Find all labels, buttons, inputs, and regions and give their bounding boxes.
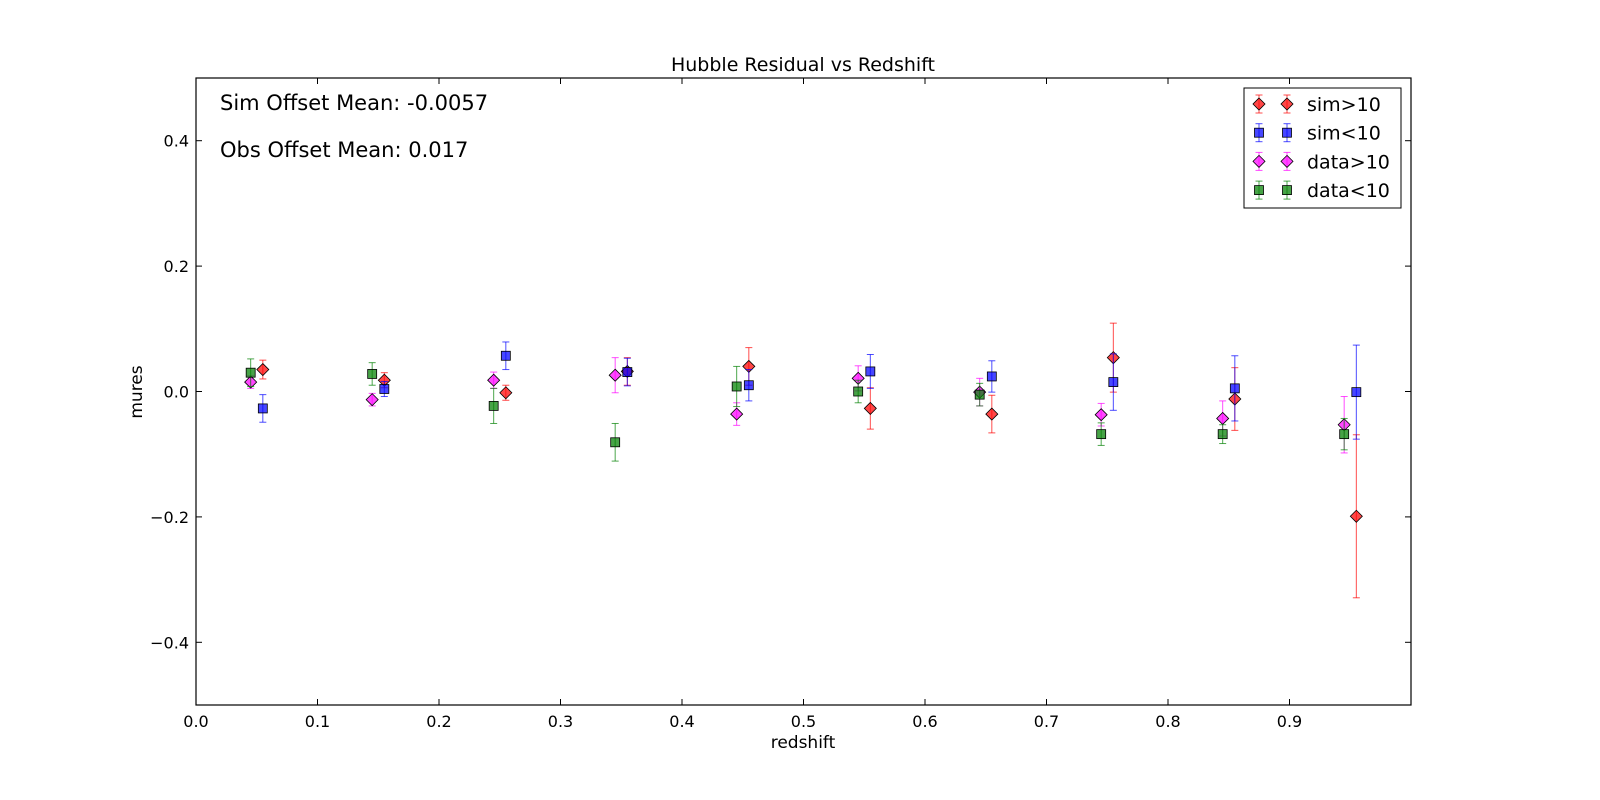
legend-label: data<10: [1307, 180, 1390, 202]
diamond-marker: [487, 373, 501, 387]
legend-item: data<10: [1254, 180, 1390, 202]
square-marker: [853, 386, 864, 397]
y-tick-label: 0.0: [164, 383, 189, 402]
chart-title: Hubble Residual vs Redshift: [671, 54, 935, 76]
legend: sim>10 sim<10 data>10 data<10: [1243, 87, 1402, 209]
x-tick-label: 0.4: [669, 712, 694, 731]
sim-offset-annotation: Sim Offset Mean: -0.0057: [220, 91, 488, 115]
legend-item: sim>10: [1252, 94, 1381, 116]
legend-label: data>10: [1307, 151, 1390, 173]
diamond-marker: [365, 393, 379, 407]
diamond-marker: [1252, 97, 1266, 111]
square-marker: [1229, 383, 1240, 394]
legend-label: sim>10: [1307, 94, 1381, 116]
diamond-marker: [1349, 509, 1363, 523]
diamond-marker: [1094, 408, 1108, 422]
square-marker: [865, 366, 876, 377]
series-sim<10: [257, 341, 1362, 440]
x-tick-label: 0.1: [305, 712, 330, 731]
y-tick-label: −0.4: [150, 633, 189, 652]
y-tick-label: 0.2: [164, 257, 189, 276]
series-data>10: [244, 357, 1351, 454]
legend-label: sim<10: [1307, 123, 1381, 145]
square-marker: [1096, 429, 1107, 440]
diamond-marker: [863, 401, 877, 415]
square-marker: [245, 367, 256, 378]
square-marker: [610, 437, 621, 448]
square-marker: [1108, 377, 1119, 387]
square-marker: [367, 369, 378, 379]
x-tick-label: 0.5: [791, 712, 816, 731]
square-marker: [500, 350, 511, 361]
x-tick-label: 0.6: [912, 712, 937, 731]
square-marker: [1254, 185, 1264, 196]
square-marker: [1254, 127, 1264, 138]
data-series: [244, 322, 1363, 599]
square-marker: [257, 403, 268, 414]
square-marker: [974, 389, 985, 400]
square-marker: [1282, 127, 1292, 138]
axis-ticks: 0.0 0.1 0.2 0.3 0.4 0.5 0.6 0.7 0.8 0.9 −0.4 −0.2 0.…: [150, 78, 1411, 731]
legend-box: [1243, 87, 1402, 209]
obs-offset-annotation: Obs Offset Mean: 0.017: [220, 138, 468, 162]
square-marker: [379, 384, 390, 394]
x-axis-label: redshift: [771, 733, 836, 753]
legend-item: sim<10: [1254, 123, 1381, 145]
legend-item: data>10: [1252, 151, 1390, 173]
square-marker: [1351, 387, 1362, 398]
x-tick-label: 0.0: [183, 712, 208, 731]
y-tick-label: −0.2: [150, 508, 189, 527]
diamond-marker: [985, 407, 999, 421]
diamond-marker: [1216, 411, 1230, 426]
x-tick-label: 0.7: [1034, 712, 1059, 731]
square-marker: [731, 381, 742, 392]
diamond-marker: [256, 362, 270, 377]
square-marker: [1339, 429, 1350, 440]
square-marker: [1217, 429, 1228, 440]
square-marker: [986, 371, 997, 382]
square-marker: [743, 380, 754, 391]
square-marker: [1282, 185, 1292, 196]
diamond-marker: [499, 386, 513, 400]
square-marker: [488, 401, 499, 411]
diamond-marker: [1280, 154, 1294, 168]
x-tick-label: 0.8: [1155, 712, 1180, 731]
diamond-marker: [730, 407, 744, 421]
diamond-marker: [1280, 97, 1294, 111]
diamond-marker: [608, 368, 622, 382]
diamond-marker: [1252, 154, 1266, 168]
y-tick-label: 0.4: [164, 132, 189, 151]
square-marker: [622, 367, 633, 377]
series-sim>10: [256, 322, 1363, 599]
y-axis-label: mures: [127, 365, 147, 418]
x-tick-label: 0.2: [426, 712, 451, 731]
x-tick-label: 0.3: [548, 712, 573, 731]
x-tick-label: 0.9: [1277, 712, 1302, 731]
plot-frame: [195, 77, 1412, 706]
series-data<10: [245, 358, 1350, 462]
